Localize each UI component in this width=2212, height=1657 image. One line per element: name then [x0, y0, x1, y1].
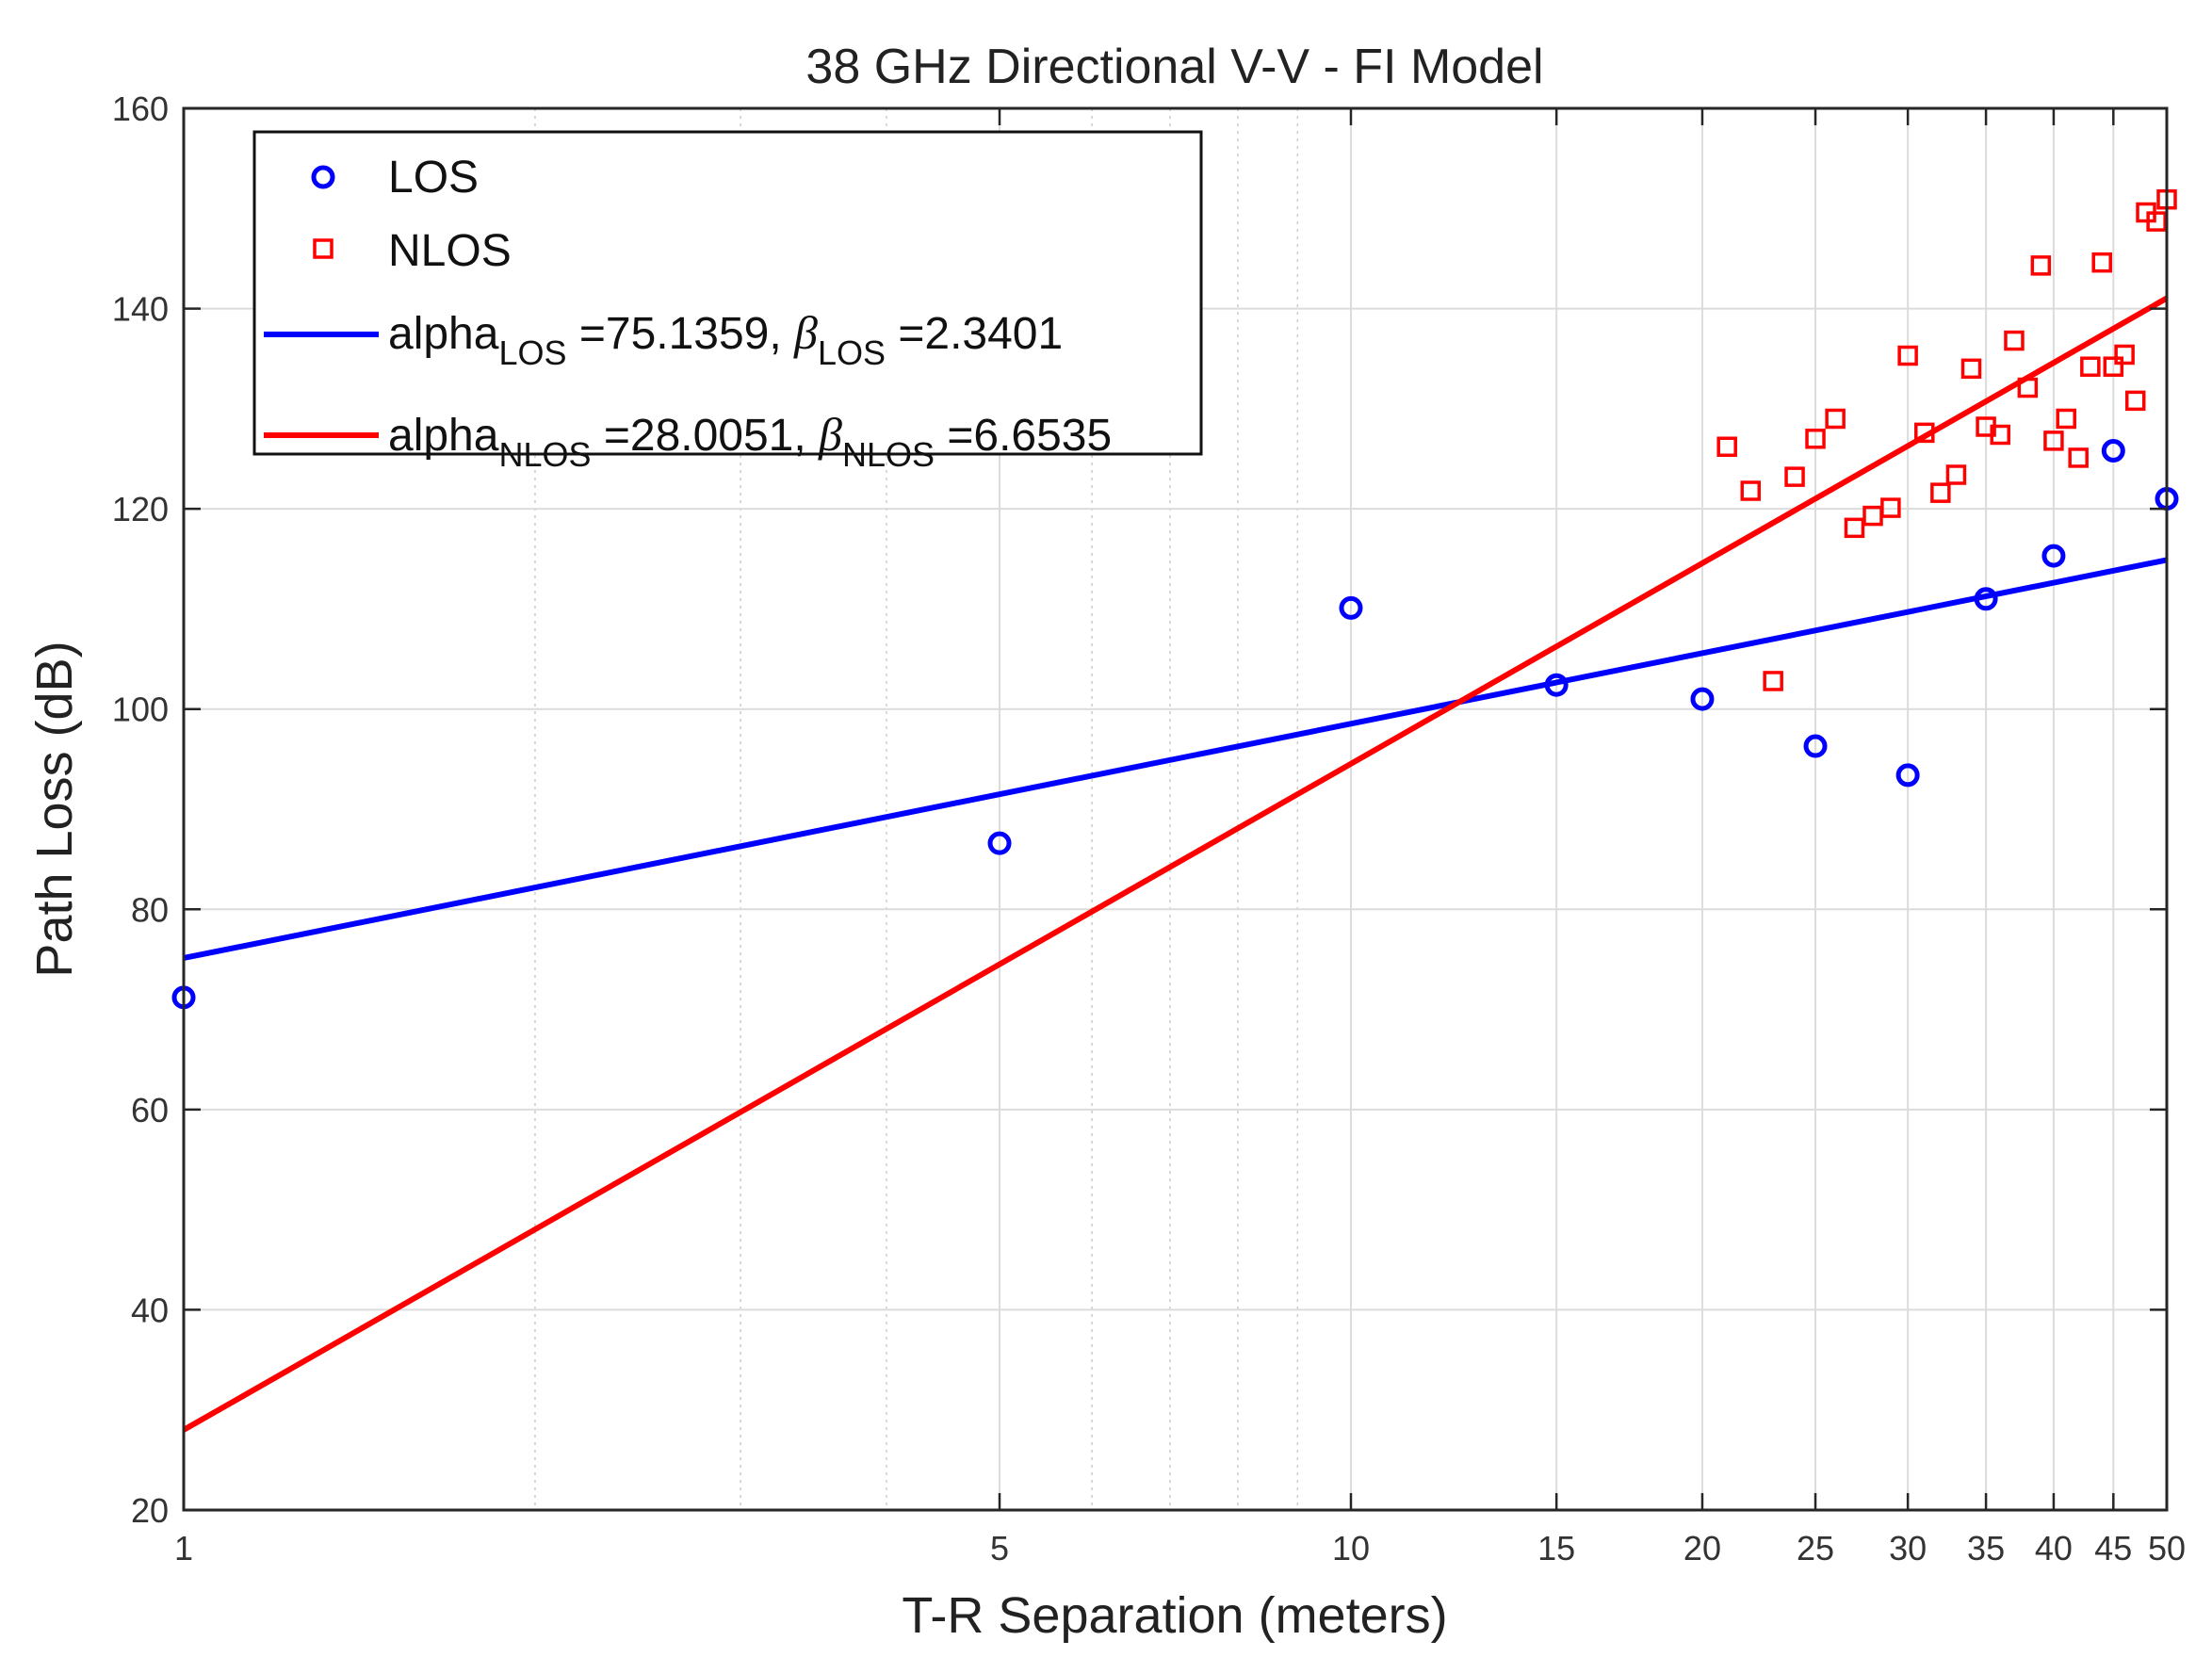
- nlos-data-point: [1844, 517, 1865, 539]
- legend-los-beta-value: =2.3401: [886, 309, 1063, 359]
- nlos-data-point: [2017, 377, 2039, 398]
- nlos-data-point: [2043, 430, 2064, 451]
- nlos-data-point: [1914, 422, 1935, 444]
- chart-title: 38 GHz Directional V-V - FI Model: [805, 40, 1543, 94]
- data-markers: [171, 188, 2179, 1010]
- nlos-data-point: [1784, 466, 1805, 487]
- los-data-point: [987, 831, 1012, 855]
- nlos-fit-line: [182, 295, 2169, 1433]
- y-tick-label: 80: [131, 890, 169, 929]
- y-tick-label: 100: [112, 690, 169, 729]
- legend-nlos-alpha-value: =28.0051,: [592, 411, 820, 461]
- nlos-data-point: [2068, 447, 2089, 468]
- legend-nlos-fit-text: alphaNLOS =28.0051, βNLOS =6.6535: [388, 408, 1112, 474]
- fit-lines: [182, 295, 2169, 1433]
- nlos-data-point: [2004, 330, 2025, 351]
- x-tick-label: 50: [2148, 1529, 2186, 1568]
- plot-frame: [182, 106, 2169, 1512]
- los-data-point: [1544, 673, 1569, 697]
- legend-nlos-alpha-sub: NLOS: [498, 435, 591, 474]
- legend-los-fit-text: alphaLOS =75.1359, βLOS =2.3401: [388, 306, 1063, 372]
- x-tick-label: 25: [1797, 1529, 1834, 1568]
- nlos-data-point: [1960, 358, 1982, 380]
- y-tick-label: 40: [131, 1291, 169, 1329]
- legend-box: [252, 130, 1203, 456]
- x-tick-label: 1: [174, 1529, 193, 1568]
- y-tick-label: 60: [131, 1091, 169, 1129]
- nlos-data-point: [1990, 424, 2010, 446]
- legend-los-alpha-value: =75.1359,: [567, 309, 795, 359]
- los-data-point: [1803, 734, 1828, 758]
- legend-nlos-alpha: alpha: [388, 411, 499, 461]
- nlos-data-point: [1763, 671, 1783, 691]
- los-data-point: [1974, 587, 1998, 611]
- x-tick-label: 35: [1967, 1529, 2005, 1568]
- legend-los-alpha: alpha: [388, 309, 499, 359]
- nlos-data-point: [1740, 480, 1761, 501]
- los-data-point: [1339, 595, 1363, 620]
- nlos-data-point: [2103, 356, 2124, 377]
- nlos-data-point: [2124, 390, 2146, 412]
- nlos-data-point: [2114, 344, 2135, 366]
- legend-nlos-beta: β: [818, 408, 842, 461]
- nlos-data-point: [1825, 408, 1846, 430]
- los-data-point: [1895, 763, 1920, 788]
- x-tick-label: 40: [2035, 1529, 2073, 1568]
- nlos-data-point: [2080, 356, 2101, 377]
- x-axis-label: T-R Separation (meters): [902, 1587, 1447, 1644]
- legend-nlos-marker: [313, 238, 333, 259]
- x-tick-label: 20: [1683, 1529, 1721, 1568]
- nlos-data-point: [2146, 211, 2167, 232]
- legend-nlos-label: NLOS: [388, 226, 512, 276]
- los-fit-line: [183, 557, 2168, 961]
- los-data-point: [2041, 544, 2066, 568]
- legend-los-beta-sub: LOS: [818, 333, 886, 372]
- x-tick-label: 30: [1889, 1529, 1927, 1568]
- nlos-data-point: [1716, 436, 1737, 457]
- x-tick-label: 5: [990, 1529, 1009, 1568]
- legend-nlos-beta-sub: NLOS: [842, 435, 935, 474]
- nlos-data-point: [1897, 345, 1918, 366]
- legend-los-alpha-sub: LOS: [498, 333, 566, 372]
- y-tick-label: 120: [112, 490, 169, 528]
- legend-nlos-beta-value: =6.6535: [935, 411, 1112, 461]
- legend-los-label: LOS: [388, 153, 479, 203]
- nlos-data-point: [1945, 464, 1967, 485]
- x-tick-label: 15: [1537, 1529, 1575, 1568]
- y-tick-label: 20: [131, 1491, 169, 1530]
- nlos-data-point: [2030, 255, 2052, 276]
- y-tick-label: 160: [112, 89, 169, 128]
- legend: LOS NLOS alphaLOS =75.1359, βLOS =2.3401…: [252, 130, 1203, 474]
- nlos-data-point: [2056, 408, 2076, 430]
- los-data-point: [2101, 438, 2125, 463]
- x-tick-label: 10: [1332, 1529, 1370, 1568]
- los-data-point: [1690, 687, 1715, 711]
- y-axis-label: Path Loss (dB): [26, 641, 83, 977]
- nlos-data-point: [1930, 482, 1951, 503]
- legend-los-beta: β: [793, 306, 818, 359]
- legend-los-marker: [311, 165, 335, 189]
- x-tick-label: 45: [2094, 1529, 2132, 1568]
- y-tick-label: 140: [112, 290, 169, 329]
- nlos-data-point: [1805, 428, 1826, 449]
- nlos-data-point: [2091, 252, 2112, 273]
- nlos-data-point: [1880, 497, 1901, 518]
